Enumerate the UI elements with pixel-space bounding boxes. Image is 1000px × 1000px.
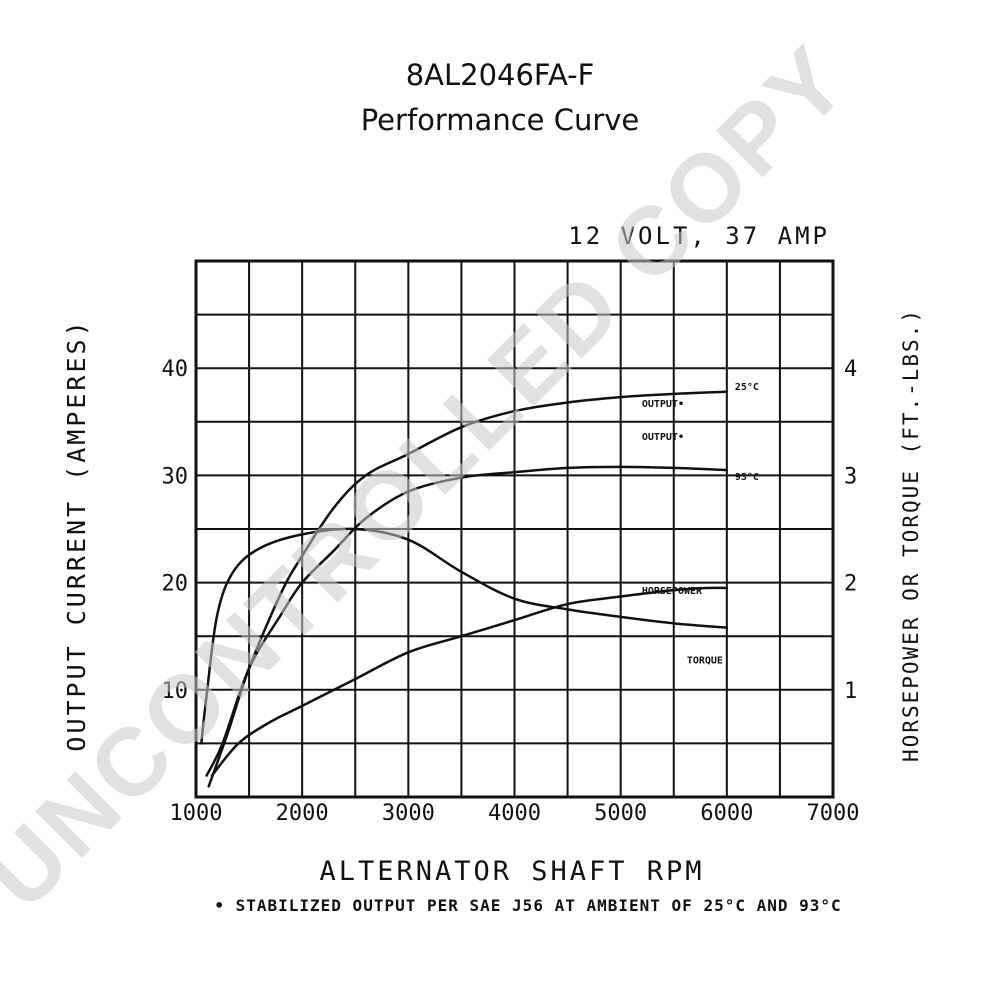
y2-axis-label: HORSEPOWER OR TORQUE (FT.-LBS.) [899,308,923,762]
x-tick-label: 1000 [170,801,223,826]
y2-tick-label: 1 [844,679,857,704]
footnote: • STABILIZED OUTPUT PER SAE J56 AT AMBIE… [214,896,841,915]
output-25c-label: OUTPUT• [642,399,684,410]
horsepower-curve [210,586,729,777]
grid [196,261,833,797]
rating-label: 12 VOLT, 37 AMP [568,222,830,250]
x-tick-label: 5000 [594,801,647,826]
chart-title: 8AL2046FA-F [405,58,595,92]
y2-tick-label: 3 [844,464,857,489]
y-tick-label: 10 [162,679,189,704]
x-tick-label: 7000 [807,801,860,826]
ambient-25c-label: 25°C [735,382,759,393]
x-tick-label: 4000 [488,801,541,826]
plot-frame [194,259,835,799]
ambient-93c-label: 93°C [735,472,759,483]
label-group: 1000 2000 3000 4000 5000 6000 7000 10 20 30 40 1 2 3 4… [162,357,860,826]
x-axis-label: ALTERNATOR SHAFT RPM [319,856,704,887]
output-93c-curve [205,465,729,777]
y2-tick-label: 4 [844,357,857,382]
horsepower-label: HORSEPOWER [642,586,703,597]
y-axis-label: OUTPUT CURRENT (AMPERES) [62,318,91,751]
x-tick-label: 6000 [700,801,753,826]
series-group [200,390,729,788]
chart-subtitle: Performance Curve [360,103,640,137]
y2-tick-label: 2 [844,572,857,597]
y-tick-label: 30 [162,464,189,489]
output-93c-label: OUTPUT• [642,432,684,443]
x-tick-label: 3000 [382,801,435,826]
torque-curve [200,527,729,745]
x-tick-label: 2000 [276,801,329,826]
torque-label: TORQUE [687,656,723,667]
y-tick-label: 40 [162,357,189,382]
y-tick-label: 20 [162,572,189,597]
